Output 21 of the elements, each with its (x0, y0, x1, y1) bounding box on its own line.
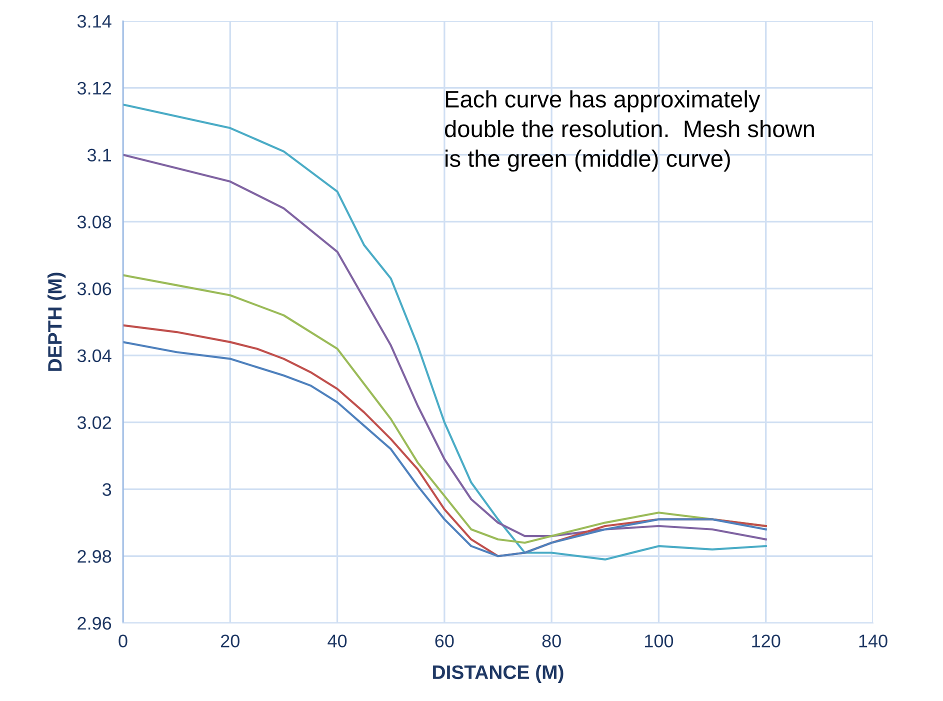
x-tick-label: 20 (221, 634, 240, 648)
x-tick-label: 80 (542, 634, 561, 648)
y-tick-label: 3 (102, 483, 112, 496)
y-tick-label: 3.08 (77, 216, 112, 228)
y-axis-title: DEPTH (M) (48, 272, 66, 371)
y-tick-label: 2.98 (78, 550, 112, 563)
x-tick-label: 120 (752, 634, 780, 648)
x-tick-label: 60 (435, 634, 454, 648)
x-tick-label: 40 (328, 634, 347, 648)
y-tick-label: 3.1 (87, 148, 112, 162)
y-tick-label: 3.14 (77, 14, 112, 28)
annotation: Each curve has approximately double the resolution. Mesh shown is the green (middle) curve) (444, 90, 814, 172)
x-tick-label: 0 (118, 634, 128, 648)
y-tick-label: 3.06 (77, 282, 112, 296)
y-tick-label: 3.12 (77, 82, 111, 95)
x-tick-label: 140 (859, 634, 888, 648)
x-axis-title: DISTANCE (M) (433, 664, 564, 683)
y-tick-label: 3.02 (77, 416, 111, 430)
y-tick-label: 2.96 (78, 616, 112, 630)
x-tick-label: 100 (645, 634, 674, 648)
y-tick-label: 3.04 (77, 349, 112, 362)
